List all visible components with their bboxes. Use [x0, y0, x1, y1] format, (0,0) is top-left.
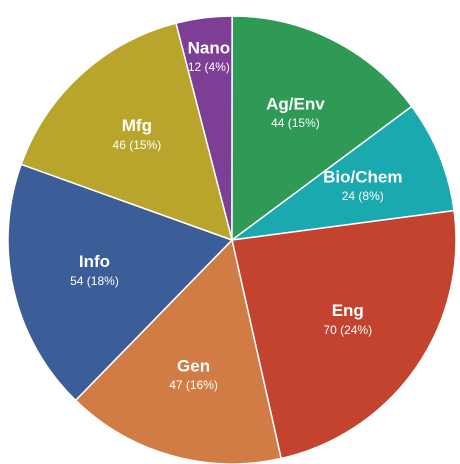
slice-value-label: 24 (8%)	[342, 189, 384, 203]
slice-label: Gen	[177, 356, 210, 375]
pie-slice	[7, 163, 234, 402]
slice-value-label: 46 (15%)	[113, 138, 162, 152]
slice-label: Eng	[332, 301, 364, 320]
slice-value-label: 47 (16%)	[169, 378, 218, 392]
slice-label: Ag/Env	[266, 94, 325, 113]
slice-value-label: 44 (15%)	[271, 116, 320, 130]
slice-label: Mfg	[122, 116, 152, 135]
slice-label: Nano	[188, 38, 231, 57]
pie-slice	[20, 22, 234, 242]
pie-slice	[231, 15, 413, 242]
slice-label: Bio/Chem	[323, 167, 402, 186]
slice-value-label: 70 (24%)	[323, 323, 372, 337]
slice-value-label: 54 (18%)	[70, 274, 119, 288]
slice-value-label: 12 (4%)	[188, 60, 230, 74]
pie-slice	[229, 105, 455, 242]
pie-slice	[231, 209, 457, 460]
pie-slice	[74, 238, 283, 464]
slice-label: Info	[79, 252, 110, 271]
